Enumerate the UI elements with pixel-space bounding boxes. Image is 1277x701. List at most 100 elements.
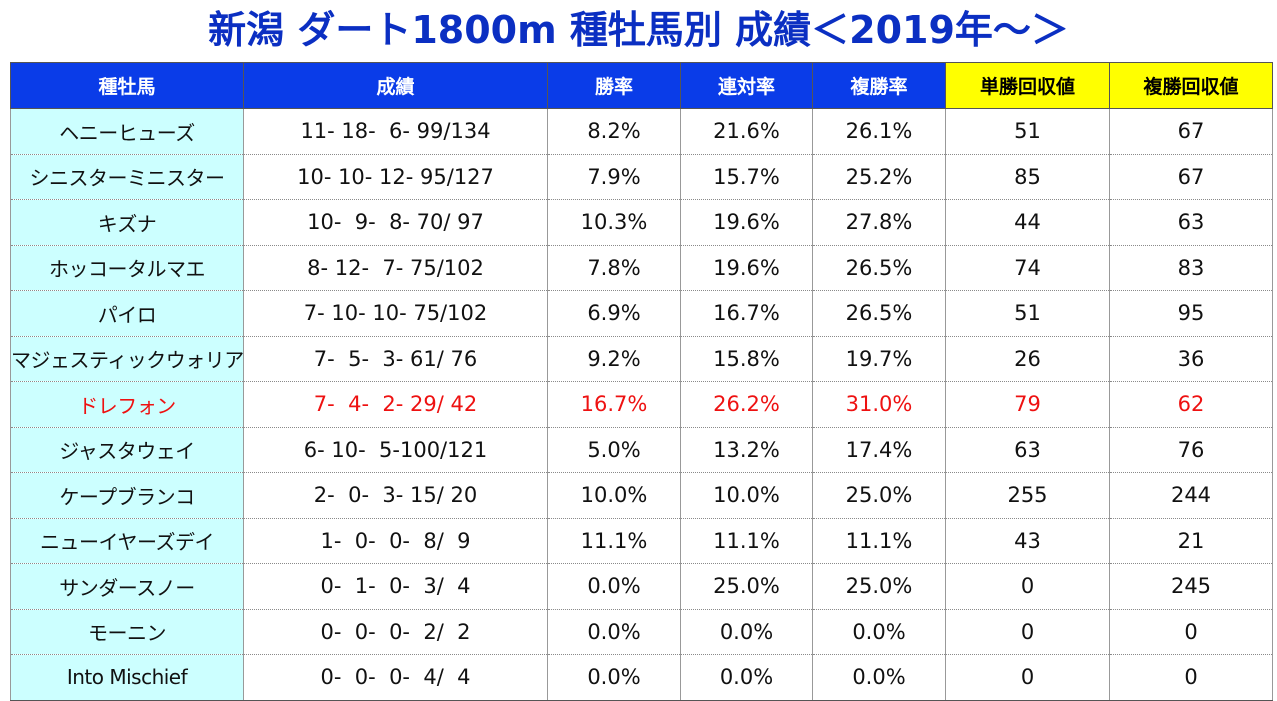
cell-quinella-rate: 15.7% [680, 154, 813, 200]
cell-place-return: 67 [1109, 154, 1273, 200]
cell-place-return: 36 [1109, 336, 1273, 382]
cell-sire: ドレフォン [10, 381, 244, 428]
cell-place-return: 63 [1109, 199, 1273, 246]
cell-win-rate: 6.9% [547, 290, 681, 337]
cell-place-rate: 25.0% [812, 472, 946, 519]
cell-place-return: 83 [1109, 245, 1273, 291]
cell-win-rate: 0.0% [547, 654, 681, 701]
cell-win-return: 63 [945, 427, 1110, 473]
cell-sire: シニスターミニスター [10, 154, 244, 200]
cell-place-rate: 26.5% [812, 290, 946, 337]
cell-place-return: 95 [1109, 290, 1273, 337]
table-row: ケープブランコ 2- 0- 3- 15/ 20 10.0% 10.0% 25.0% 255… [10, 472, 1273, 519]
cell-win-return: 26 [945, 336, 1110, 382]
table-row: マジェスティックウォリアー 7- 5- 3- 61/ 76 9.2% 15.8% 19.… [10, 336, 1273, 382]
cell-place-return: 76 [1109, 427, 1273, 473]
header-place-return: 複勝回収値 [1109, 62, 1273, 109]
cell-quinella-rate: 16.7% [680, 290, 813, 337]
table-row: ニューイヤーズデイ 1- 0- 0- 8/ 9 11.1% 11.1% 11.1% 43 2… [10, 518, 1273, 564]
cell-place-rate: 19.7% [812, 336, 946, 382]
cell-sire: ケープブランコ [10, 472, 244, 519]
cell-record: 2- 0- 3- 15/ 20 [243, 472, 548, 519]
cell-place-rate: 0.0% [812, 609, 946, 655]
cell-quinella-rate: 25.0% [680, 563, 813, 610]
cell-record: 11- 18- 6- 99/134 [243, 108, 548, 155]
header-win-return: 単勝回収値 [945, 62, 1110, 109]
cell-place-rate: 0.0% [812, 654, 946, 701]
table-row: サンダースノー 0- 1- 0- 3/ 4 0.0% 25.0% 25.0% 0 245 [10, 563, 1273, 610]
cell-quinella-rate: 19.6% [680, 245, 813, 291]
cell-record: 1- 0- 0- 8/ 9 [243, 518, 548, 564]
cell-record: 6- 10- 5-100/121 [243, 427, 548, 473]
table-row: ドレフォン 7- 4- 2- 29/ 42 16.7% 26.2% 31.0% 79 62 [10, 381, 1273, 428]
cell-sire: マジェスティックウォリアー [10, 336, 244, 382]
header-sire: 種牡馬 [10, 62, 244, 109]
cell-win-rate: 8.2% [547, 108, 681, 155]
cell-win-rate: 7.8% [547, 245, 681, 291]
cell-record: 7- 10- 10- 75/102 [243, 290, 548, 337]
cell-record: 7- 5- 3- 61/ 76 [243, 336, 548, 382]
cell-place-rate: 25.0% [812, 563, 946, 610]
cell-quinella-rate: 19.6% [680, 199, 813, 246]
table-body: ヘニーヒューズ 11- 18- 6- 99/134 8.2% 21.6% 26.1% 51… [10, 108, 1273, 701]
table-row: ヘニーヒューズ 11- 18- 6- 99/134 8.2% 21.6% 26.1% 51… [10, 108, 1273, 155]
cell-record: 10- 10- 12- 95/127 [243, 154, 548, 200]
cell-place-return: 0 [1109, 654, 1273, 701]
cell-win-return: 74 [945, 245, 1110, 291]
cell-win-return: 0 [945, 654, 1110, 701]
cell-place-return: 62 [1109, 381, 1273, 428]
cell-sire: ジャスタウェイ [10, 427, 244, 473]
cell-win-return: 0 [945, 609, 1110, 655]
cell-place-return: 0 [1109, 609, 1273, 655]
cell-place-return: 244 [1109, 472, 1273, 519]
cell-win-return: 255 [945, 472, 1110, 519]
cell-place-rate: 27.8% [812, 199, 946, 246]
cell-place-return: 67 [1109, 108, 1273, 155]
cell-win-return: 51 [945, 290, 1110, 337]
cell-quinella-rate: 26.2% [680, 381, 813, 428]
table-row: パイロ 7- 10- 10- 75/102 6.9% 16.7% 26.5% 51 95 [10, 290, 1273, 337]
page-title: 新潟 ダート1800m 種牡馬別 成績＜2019年～＞ [208, 8, 1069, 52]
cell-win-return: 79 [945, 381, 1110, 428]
cell-sire: モーニン [10, 609, 244, 655]
cell-win-rate: 10.0% [547, 472, 681, 519]
cell-record: 10- 9- 8- 70/ 97 [243, 199, 548, 246]
cell-sire: Into Mischief [10, 654, 244, 701]
table-row: キズナ 10- 9- 8- 70/ 97 10.3% 19.6% 27.8% 44 63 [10, 199, 1273, 246]
cell-place-rate: 25.2% [812, 154, 946, 200]
cell-place-return: 245 [1109, 563, 1273, 610]
cell-record: 0- 0- 0- 4/ 4 [243, 654, 548, 701]
cell-sire: パイロ [10, 290, 244, 337]
table-row: ホッコータルマエ 8- 12- 7- 75/102 7.8% 19.6% 26.5% 74… [10, 245, 1273, 291]
cell-place-rate: 26.1% [812, 108, 946, 155]
cell-place-rate: 26.5% [812, 245, 946, 291]
cell-sire: ホッコータルマエ [10, 245, 244, 291]
cell-place-return: 21 [1109, 518, 1273, 564]
table-header-row: 種牡馬 成績 勝率 連対率 複勝率 単勝回収値 複勝回収値 [10, 62, 1273, 109]
cell-quinella-rate: 15.8% [680, 336, 813, 382]
cell-win-rate: 0.0% [547, 609, 681, 655]
cell-record: 8- 12- 7- 75/102 [243, 245, 548, 291]
cell-win-return: 43 [945, 518, 1110, 564]
cell-win-return: 0 [945, 563, 1110, 610]
header-place-rate: 複勝率 [812, 62, 946, 109]
cell-sire: ニューイヤーズデイ [10, 518, 244, 564]
table-row: Into Mischief 0- 0- 0- 4/ 4 0.0% 0.0% 0.0% 0 0 [10, 654, 1273, 701]
cell-win-return: 44 [945, 199, 1110, 246]
cell-record: 0- 0- 0- 2/ 2 [243, 609, 548, 655]
cell-win-return: 51 [945, 108, 1110, 155]
cell-win-rate: 7.9% [547, 154, 681, 200]
table-row: シニスターミニスター 10- 10- 12- 95/127 7.9% 15.7% 25.… [10, 154, 1273, 200]
cell-win-rate: 11.1% [547, 518, 681, 564]
header-quinella-rate: 連対率 [680, 62, 813, 109]
cell-quinella-rate: 0.0% [680, 654, 813, 701]
cell-win-rate: 0.0% [547, 563, 681, 610]
table-row: モーニン 0- 0- 0- 2/ 2 0.0% 0.0% 0.0% 0 0 [10, 609, 1273, 655]
cell-place-rate: 31.0% [812, 381, 946, 428]
cell-win-return: 85 [945, 154, 1110, 200]
cell-sire: キズナ [10, 199, 244, 246]
cell-sire: ヘニーヒューズ [10, 108, 244, 155]
cell-quinella-rate: 11.1% [680, 518, 813, 564]
header-win-rate: 勝率 [547, 62, 681, 109]
header-record: 成績 [243, 62, 548, 109]
